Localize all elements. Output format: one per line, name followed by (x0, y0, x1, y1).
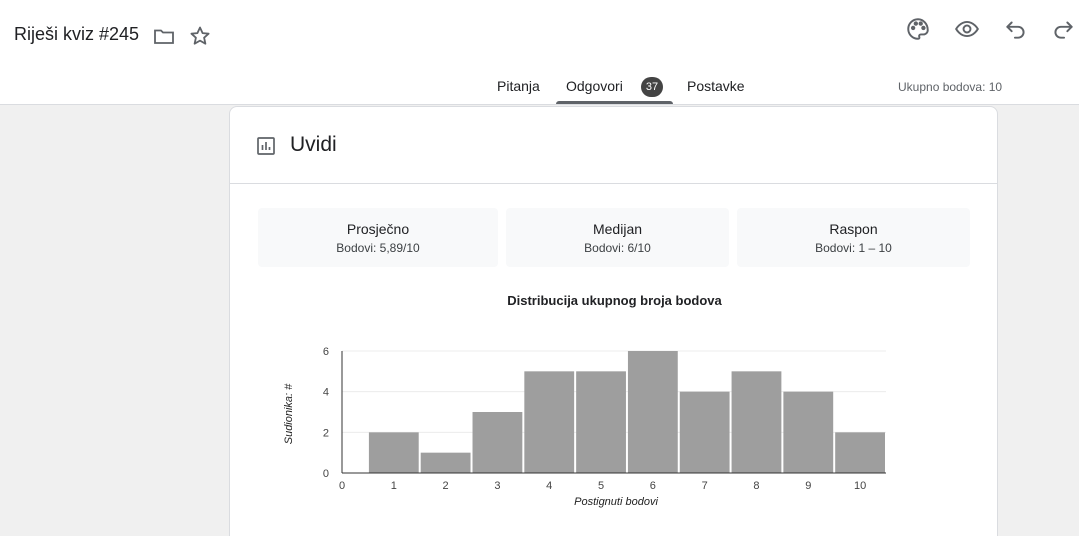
palette-icon[interactable] (905, 16, 931, 42)
chart-x-tick-label: 2 (443, 480, 449, 492)
score-distribution-chart: 0 2 4 6 0 1 2 3 4 5 6 7 8 9 10 Postignuti bodovi Sudioni… (283, 346, 886, 508)
chart-bar (835, 432, 885, 473)
chart-x-tick-label: 6 (650, 480, 656, 492)
chart-bar (679, 391, 730, 473)
chart-bar (576, 371, 626, 473)
responses-count-badge: 37 (641, 77, 663, 97)
chart-x-tick-label: 9 (805, 480, 811, 492)
chart-y-axis-label: Sudionika: # (283, 383, 295, 444)
chart-bar (783, 391, 834, 473)
eye-icon[interactable] (954, 16, 980, 42)
chart-bar (368, 432, 419, 473)
stat-range: Raspon Bodovi: 1 – 10 (737, 208, 970, 267)
chart-x-tick-label: 5 (598, 480, 604, 492)
star-icon[interactable] (188, 24, 212, 48)
chart-y-tick-label: 2 (323, 427, 329, 439)
stat-average-value: Bodovi: 5,89/10 (336, 241, 420, 255)
form-title[interactable]: Riješi kviz #245 (14, 24, 140, 44)
tab-responses[interactable]: Odgovori (566, 78, 623, 94)
chart-x-tick-label: 8 (753, 480, 759, 492)
chart-x-tick-label: 1 (391, 480, 397, 492)
chart-bar (731, 371, 782, 473)
top-bar: Riješi kviz #245 Pitanja Odgovori 37 Pos… (0, 0, 1079, 105)
folder-icon[interactable] (152, 24, 176, 48)
stat-range-label: Raspon (829, 221, 878, 237)
active-tab-indicator (556, 101, 673, 104)
chart-y-tick-label: 6 (323, 346, 329, 358)
chart-bar (420, 452, 471, 473)
stat-median: Medijan Bodovi: 6/10 (506, 208, 729, 267)
bar-chart-icon (255, 135, 277, 157)
chart-bar (524, 371, 575, 473)
chart-title: Distribucija ukupnog broja bodova (507, 293, 722, 308)
stat-average-label: Prosječno (346, 221, 410, 237)
tab-settings[interactable]: Postavke (687, 78, 745, 94)
chart-y-tick-label: 4 (323, 387, 329, 399)
chart-x-tick-label: 7 (702, 480, 708, 492)
stat-range-value: Bodovi: 1 – 10 (815, 241, 892, 255)
chart-y-tick-label: 0 (323, 468, 329, 480)
chart-bar (627, 351, 678, 473)
insights-header: Uvidi (230, 107, 997, 184)
insights-card: Uvidi Prosječno Bodovi: 5,89/10 Medijan … (229, 106, 998, 536)
chart-bar (472, 412, 523, 473)
stat-average: Prosječno Bodovi: 5,89/10 (258, 208, 498, 267)
chart-x-tick-label: 4 (546, 480, 552, 492)
stat-median-label: Medijan (592, 221, 643, 237)
chart-x-tick-label: 10 (854, 480, 866, 492)
tab-questions[interactable]: Pitanja (497, 78, 540, 94)
chart-x-axis-label: Postignuti bodovi (574, 496, 658, 508)
redo-icon[interactable] (1050, 16, 1076, 42)
chart-x-tick-label: 0 (339, 480, 345, 492)
total-points: Ukupno bodova: 10 (898, 80, 1003, 94)
chart-x-tick-label: 3 (494, 480, 500, 492)
insights-title: Uvidi (290, 133, 337, 156)
undo-icon[interactable] (1003, 16, 1029, 42)
stat-median-value: Bodovi: 6/10 (584, 241, 651, 255)
